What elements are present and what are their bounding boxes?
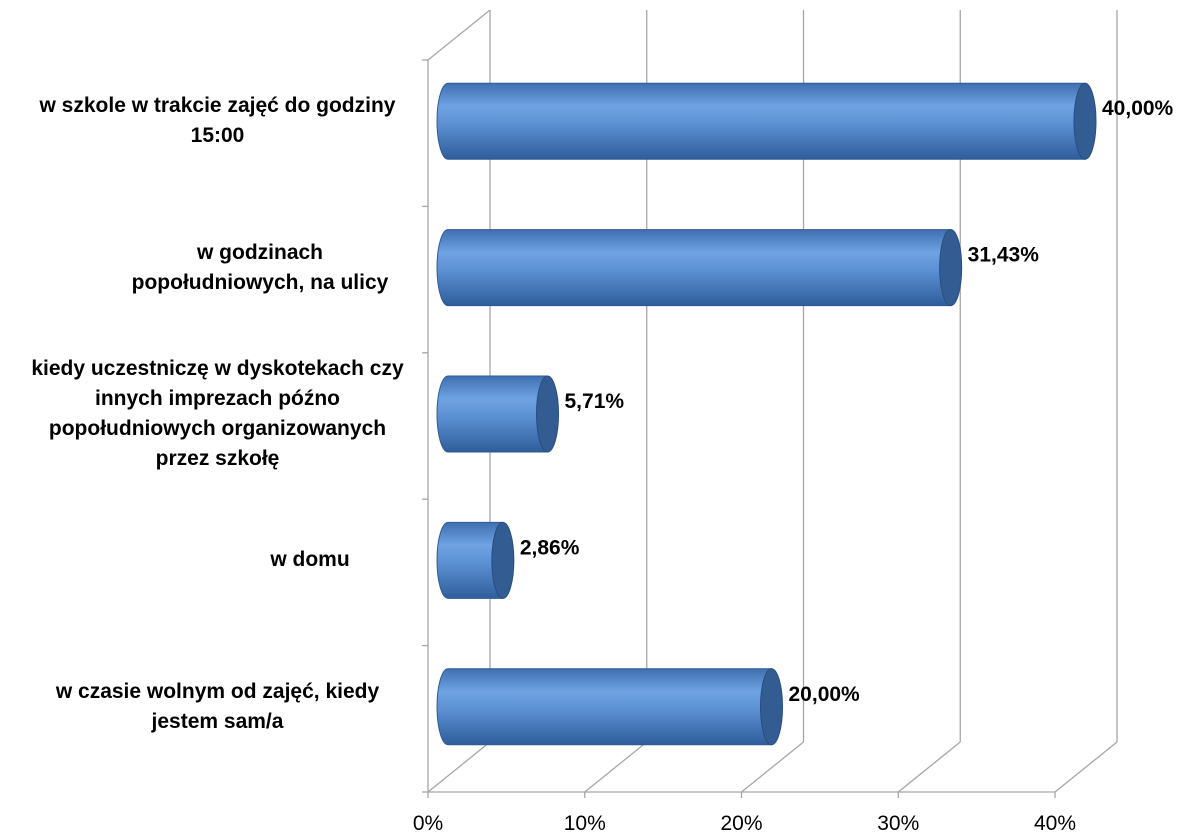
bar-body	[436, 82, 1086, 160]
bar	[436, 229, 963, 307]
bar-body	[436, 668, 772, 746]
category-label: kiedy uczestniczę w dyskotekach czy inny…	[31, 357, 404, 470]
category-label: w godzinach popołudniowych, na ulicy	[131, 240, 389, 294]
side-wall-top-edge	[427, 9, 491, 61]
category-label: w szkole w trakcie zajęć do godziny 15:0…	[39, 94, 396, 148]
bar-cap	[760, 668, 783, 746]
data-labels: 40,00% 31,43% 5,71% 2,86% 20,00%	[520, 97, 1174, 706]
floor-gridline	[1054, 741, 1118, 793]
bar-body	[436, 375, 549, 453]
data-label: 20,00%	[789, 683, 861, 706]
category-label: w czasie wolnym od zajęć, kiedy jestem s…	[55, 679, 380, 733]
x-tick-label: 20%	[720, 812, 762, 835]
data-label: 5,71%	[565, 390, 625, 413]
category-label: w domu	[270, 548, 350, 572]
bar	[436, 82, 1097, 160]
floor-gridline	[427, 741, 491, 793]
data-label: 40,00%	[1102, 97, 1174, 120]
bar	[436, 521, 515, 599]
bars	[436, 82, 1097, 746]
data-label: 31,43%	[968, 244, 1040, 267]
data-label: 2,86%	[520, 536, 580, 559]
bar-cap	[1073, 82, 1097, 160]
bar-cap	[491, 521, 515, 599]
floor-gridline	[584, 741, 648, 793]
x-tick-label: 30%	[877, 812, 919, 835]
x-tick-label: 0%	[413, 812, 443, 835]
bar-body	[436, 521, 504, 599]
floor-gridline	[741, 741, 804, 793]
bar-body	[436, 229, 952, 307]
bar	[436, 375, 560, 453]
bar-cap	[536, 375, 560, 453]
x-tick-label: 40%	[1034, 812, 1076, 835]
bar	[436, 668, 783, 746]
x-tick-labels: 0% 10% 20% 30% 40%	[413, 812, 1076, 835]
x-tick-label: 10%	[564, 812, 606, 835]
bar-cap	[939, 229, 963, 307]
floor-gridline	[897, 741, 961, 793]
